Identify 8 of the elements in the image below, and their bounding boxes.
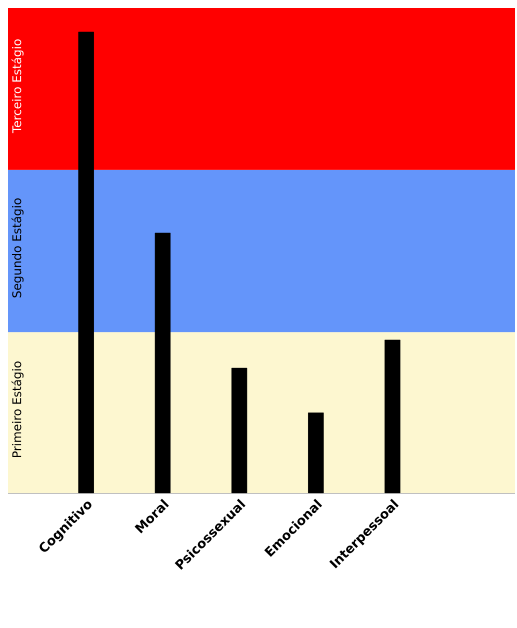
- band-label: Primeiro Estágio: [12, 362, 24, 458]
- bar: [384, 340, 400, 494]
- bar: [154, 232, 171, 494]
- bar: [308, 412, 324, 494]
- band-label: Segundo Estágio: [12, 198, 24, 298]
- band-label: Terceiro Estágio: [12, 39, 24, 134]
- bar: [78, 32, 94, 494]
- bar: [231, 368, 248, 494]
